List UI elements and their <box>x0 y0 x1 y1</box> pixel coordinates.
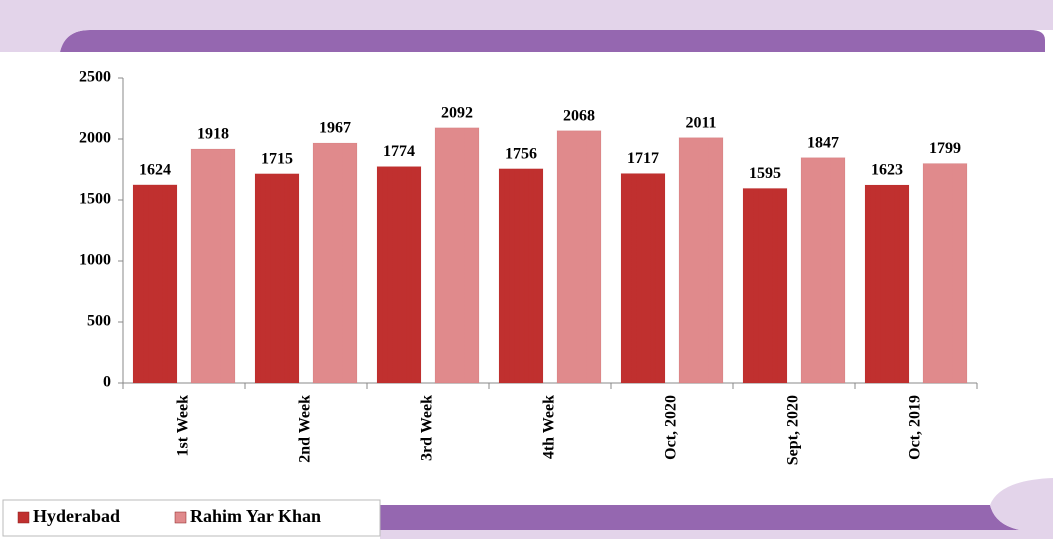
top-band <box>0 0 1053 30</box>
data-label: 1799 <box>929 140 961 157</box>
legend-swatch <box>17 511 30 524</box>
y-tick-label: 1000 <box>79 252 111 269</box>
bar-shade <box>498 168 544 384</box>
legend-box <box>2 499 381 537</box>
y-tick-label: 0 <box>103 374 111 391</box>
legend-label: Rahim Yar Khan <box>190 506 321 526</box>
bar-shade <box>132 184 178 384</box>
x-tick-label: 2nd Week <box>297 395 314 463</box>
x-tick-label: Sept, 2020 <box>785 395 802 465</box>
top-corner <box>0 30 90 52</box>
legend-label: Hyderabad <box>33 506 120 526</box>
bar-shade <box>556 130 602 384</box>
bar-shade <box>800 157 846 384</box>
top-stripe <box>60 30 1045 52</box>
data-label: 2068 <box>563 107 595 124</box>
y-tick-label: 2500 <box>79 69 111 86</box>
bar-shade <box>922 163 968 384</box>
bar-shade <box>434 127 480 384</box>
x-tick-label: Oct, 2019 <box>907 395 924 460</box>
bar-shade <box>376 166 422 384</box>
bottom-corner <box>380 478 1053 539</box>
data-label: 1623 <box>871 162 903 179</box>
data-label: 1756 <box>505 145 537 162</box>
legend-swatch <box>174 511 187 524</box>
data-label: 1624 <box>139 162 171 179</box>
bar-shade <box>742 187 788 384</box>
y-tick-label: 1500 <box>79 191 111 208</box>
x-tick-label: 4th Week <box>541 395 558 459</box>
data-label: 1967 <box>319 120 351 137</box>
data-label: 2011 <box>685 114 716 131</box>
bottom-stripe <box>380 505 1020 530</box>
bar-shade <box>678 137 724 384</box>
x-tick-label: 1st Week <box>175 395 192 457</box>
data-label: 2092 <box>441 104 473 121</box>
bar-shade <box>620 173 666 384</box>
x-tick-label: 3rd Week <box>419 395 436 461</box>
bar-shade <box>254 173 300 384</box>
data-label: 1595 <box>749 165 781 182</box>
data-label: 1774 <box>383 143 415 160</box>
data-label: 1918 <box>197 126 229 143</box>
data-label: 1715 <box>261 150 293 167</box>
data-label: 1847 <box>807 134 839 151</box>
x-tick-label: Oct, 2020 <box>663 395 680 460</box>
bar-shade <box>312 142 358 384</box>
data-label: 1717 <box>627 150 659 167</box>
y-tick-label: 2000 <box>79 130 111 147</box>
bar-shade <box>864 184 910 384</box>
bar-shade <box>190 148 236 384</box>
y-tick-label: 500 <box>87 313 111 330</box>
